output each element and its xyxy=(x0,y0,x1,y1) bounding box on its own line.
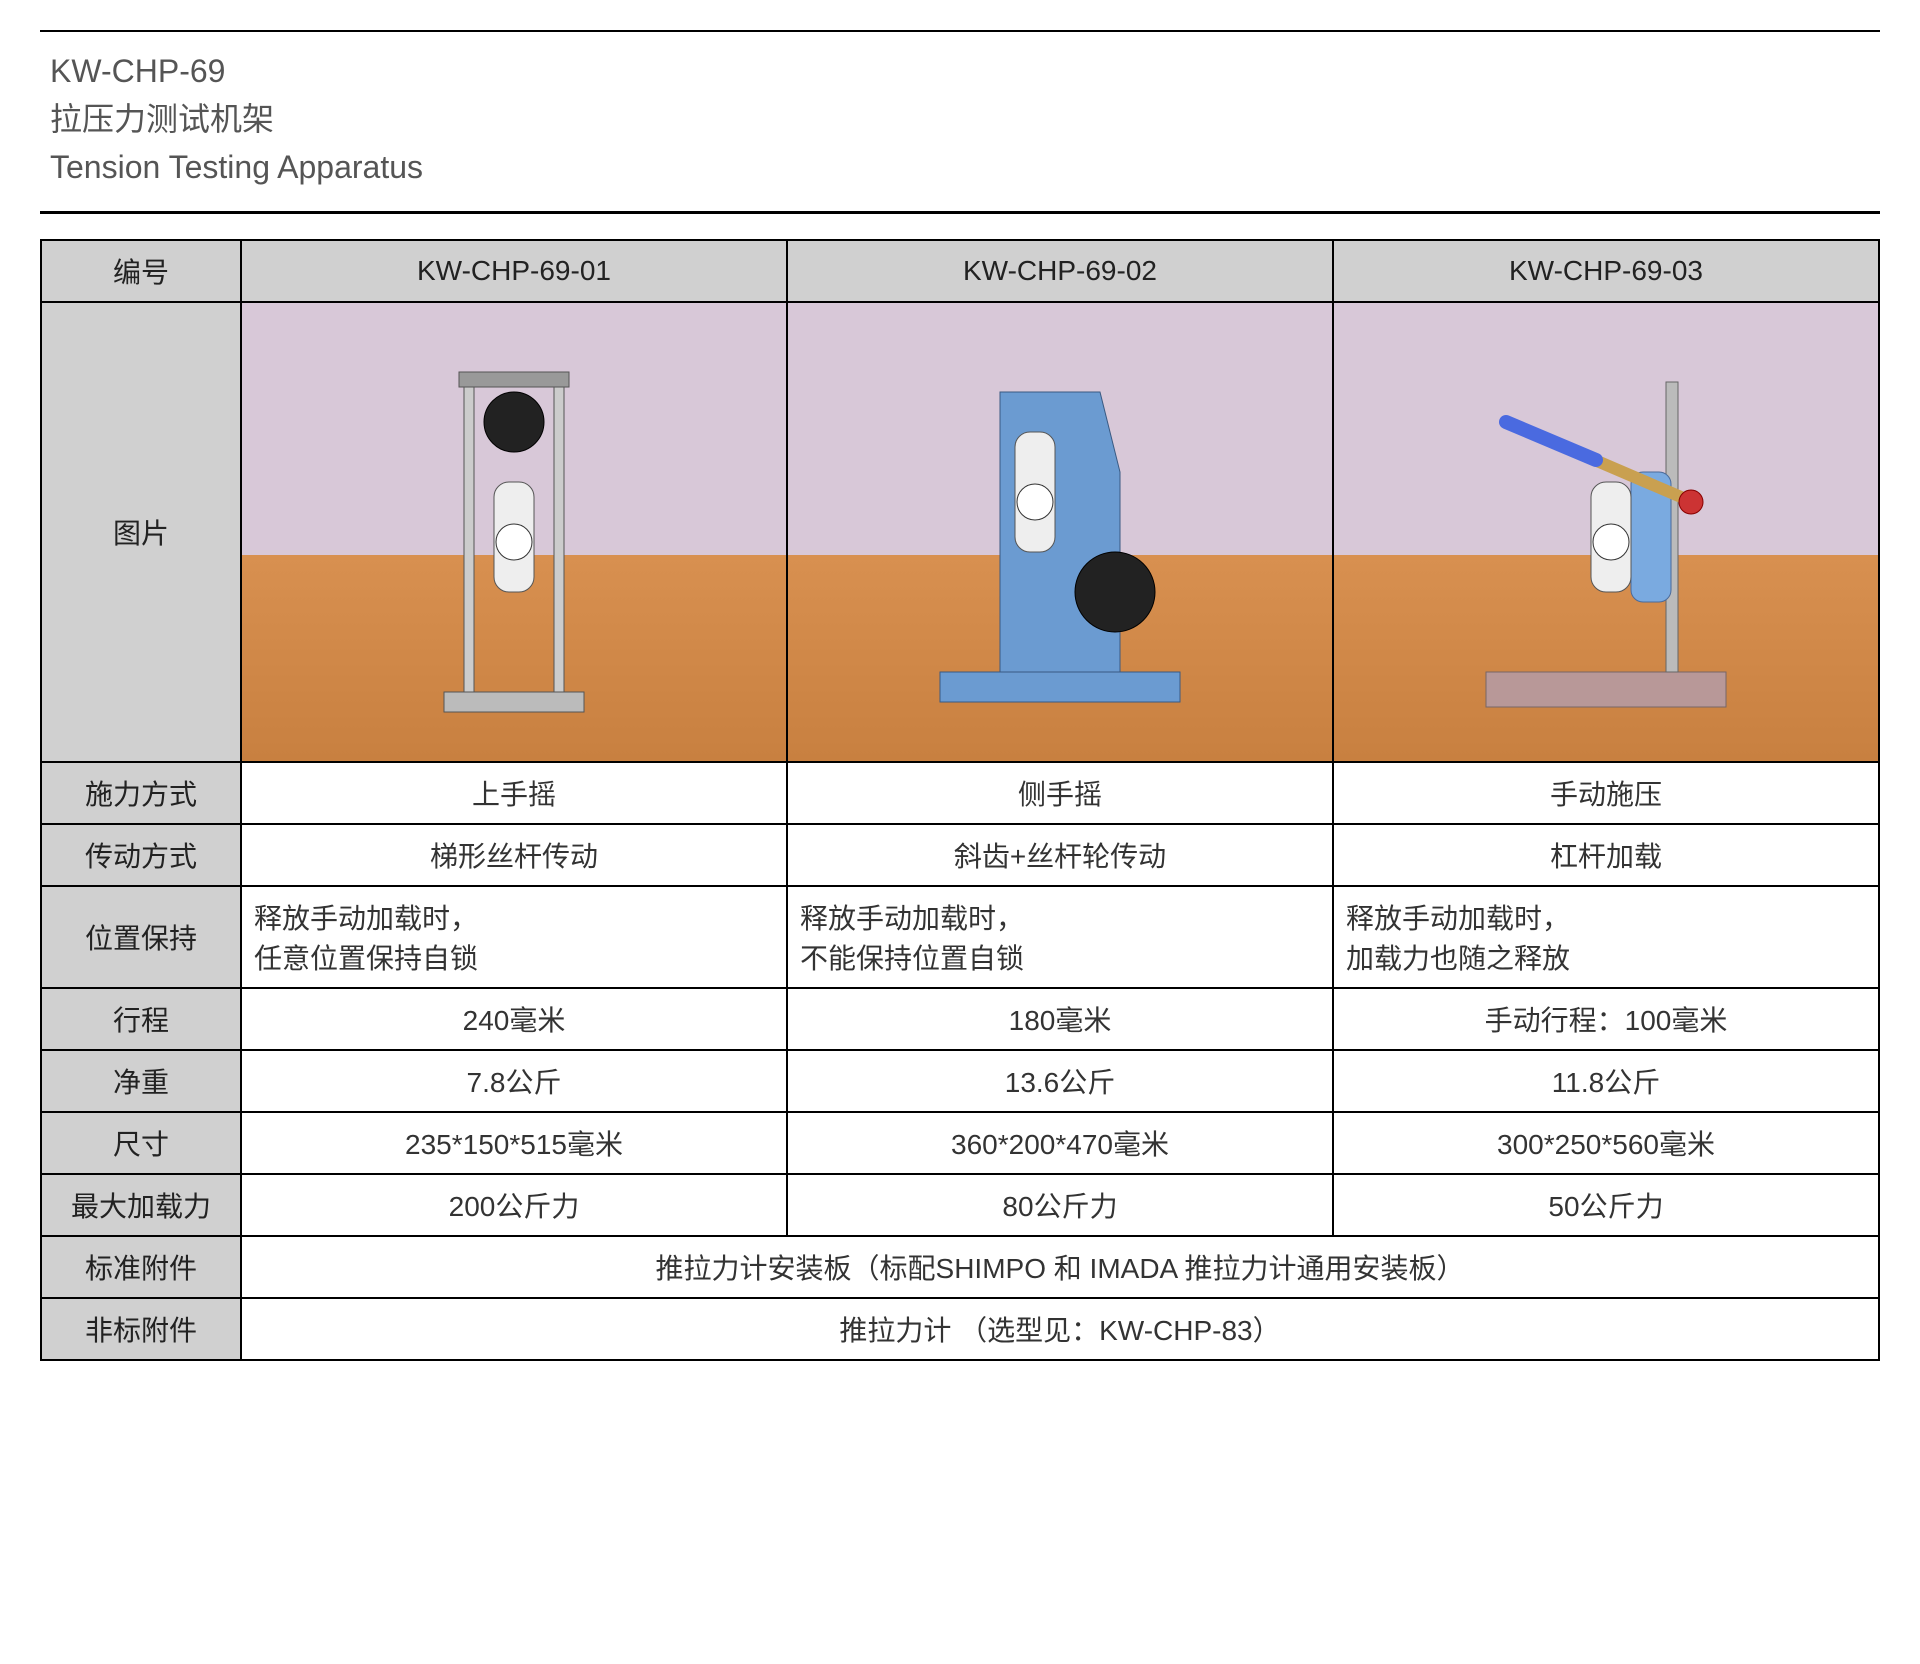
cell-value: 240毫米 xyxy=(241,988,787,1050)
row-label: 尺寸 xyxy=(41,1112,241,1174)
col-header-1: KW-CHP-69-02 xyxy=(787,240,1333,302)
cell-value: 释放手动加载时，任意位置保持自锁 xyxy=(241,886,787,988)
product-image-2 xyxy=(1333,302,1879,762)
cell-value: 上手摇 xyxy=(241,762,787,824)
cell-value: 300*250*560毫米 xyxy=(1333,1112,1879,1174)
table-row: 位置保持释放手动加载时，任意位置保持自锁释放手动加载时，不能保持位置自锁释放手动… xyxy=(41,886,1879,988)
col-header-0: KW-CHP-69-01 xyxy=(241,240,787,302)
image-row: 图片 xyxy=(41,302,1879,762)
apparatus-icon xyxy=(910,342,1210,722)
cell-value: 侧手摇 xyxy=(787,762,1333,824)
cell-value: 11.8公斤 xyxy=(1333,1050,1879,1112)
col-header-label: 编号 xyxy=(41,240,241,302)
table-row-merged: 非标附件推拉力计 （选型见：KW-CHP-83） xyxy=(41,1298,1879,1360)
cell-value: 180毫米 xyxy=(787,988,1333,1050)
top-rule xyxy=(40,30,1880,32)
row-label: 行程 xyxy=(41,988,241,1050)
col-header-2: KW-CHP-69-03 xyxy=(1333,240,1879,302)
cell-value: 360*200*470毫米 xyxy=(787,1112,1333,1174)
row-label: 净重 xyxy=(41,1050,241,1112)
table-row: 传动方式梯形丝杆传动斜齿+丝杆轮传动杠杆加载 xyxy=(41,824,1879,886)
cell-value-merged: 推拉力计 （选型见：KW-CHP-83） xyxy=(241,1298,1879,1360)
table-row: 最大加载力200公斤力80公斤力50公斤力 xyxy=(41,1174,1879,1236)
cell-value: 80公斤力 xyxy=(787,1174,1333,1236)
title-en: Tension Testing Apparatus xyxy=(50,143,1880,191)
document-header: KW-CHP-69 拉压力测试机架 Tension Testing Appara… xyxy=(40,42,1880,201)
apparatus-icon xyxy=(1446,342,1766,722)
row-label: 施力方式 xyxy=(41,762,241,824)
apparatus-icon xyxy=(404,342,624,722)
cell-value: 手动施压 xyxy=(1333,762,1879,824)
cell-value: 梯形丝杆传动 xyxy=(241,824,787,886)
table-row: 尺寸235*150*515毫米360*200*470毫米300*250*560毫… xyxy=(41,1112,1879,1174)
table-row: 行程240毫米180毫米手动行程：100毫米 xyxy=(41,988,1879,1050)
row-label: 非标附件 xyxy=(41,1298,241,1360)
cell-value: 235*150*515毫米 xyxy=(241,1112,787,1174)
spec-table: 编号 KW-CHP-69-01 KW-CHP-69-02 KW-CHP-69-0… xyxy=(40,239,1880,1361)
product-image-1 xyxy=(787,302,1333,762)
cell-value: 200公斤力 xyxy=(241,1174,787,1236)
cell-value: 斜齿+丝杆轮传动 xyxy=(787,824,1333,886)
row-label-image: 图片 xyxy=(41,302,241,762)
cell-value: 50公斤力 xyxy=(1333,1174,1879,1236)
cell-value-merged: 推拉力计安装板（标配SHIMPO 和 IMADA 推拉力计通用安装板） xyxy=(241,1236,1879,1298)
product-image-0 xyxy=(241,302,787,762)
row-label: 传动方式 xyxy=(41,824,241,886)
cell-value: 释放手动加载时，不能保持位置自锁 xyxy=(787,886,1333,988)
model-code: KW-CHP-69 xyxy=(50,47,1880,95)
header-row: 编号 KW-CHP-69-01 KW-CHP-69-02 KW-CHP-69-0… xyxy=(41,240,1879,302)
cell-value: 杠杆加载 xyxy=(1333,824,1879,886)
spec-table-body: 图片 xyxy=(41,302,1879,1360)
cell-value: 13.6公斤 xyxy=(787,1050,1333,1112)
row-label: 最大加载力 xyxy=(41,1174,241,1236)
table-row: 净重7.8公斤13.6公斤11.8公斤 xyxy=(41,1050,1879,1112)
cell-value: 释放手动加载时，加载力也随之释放 xyxy=(1333,886,1879,988)
cell-value: 7.8公斤 xyxy=(241,1050,787,1112)
title-cn: 拉压力测试机架 xyxy=(50,95,1880,143)
cell-value: 手动行程：100毫米 xyxy=(1333,988,1879,1050)
row-label: 位置保持 xyxy=(41,886,241,988)
table-row-merged: 标准附件推拉力计安装板（标配SHIMPO 和 IMADA 推拉力计通用安装板） xyxy=(41,1236,1879,1298)
mid-rule xyxy=(40,211,1880,214)
table-row: 施力方式上手摇侧手摇手动施压 xyxy=(41,762,1879,824)
row-label: 标准附件 xyxy=(41,1236,241,1298)
